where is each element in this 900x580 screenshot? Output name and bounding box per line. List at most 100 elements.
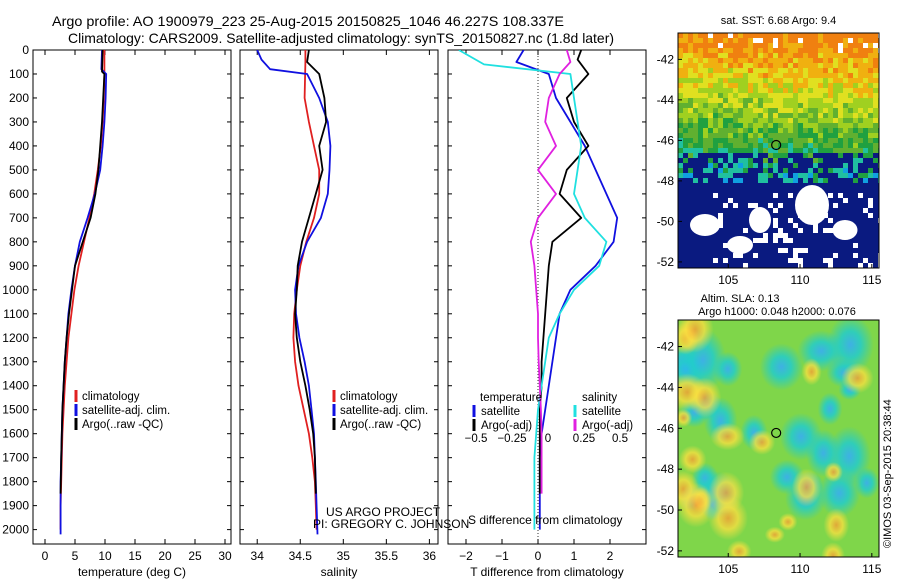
sst-cell bbox=[823, 93, 829, 99]
sst-cell bbox=[718, 243, 724, 249]
sst-cell bbox=[738, 118, 744, 124]
sst-cell bbox=[803, 83, 809, 89]
sst-cell bbox=[683, 73, 689, 79]
map-x-tick-label: 110 bbox=[790, 562, 809, 576]
sst-cell bbox=[713, 193, 719, 199]
sst-cell bbox=[733, 163, 739, 169]
sst-cell bbox=[873, 233, 879, 239]
sst-cell bbox=[773, 158, 779, 164]
y-tick-label: 2000 bbox=[2, 523, 29, 537]
sst-cell bbox=[803, 48, 809, 54]
sst-cell bbox=[833, 188, 839, 194]
sst-cell bbox=[768, 153, 774, 159]
sst-cell bbox=[868, 158, 874, 164]
sst-cell bbox=[848, 88, 854, 94]
sst-cell bbox=[803, 228, 809, 234]
sst-cell bbox=[783, 193, 789, 199]
y-tick-label: 800 bbox=[9, 235, 29, 249]
sla-high bbox=[764, 526, 785, 543]
sst-cell bbox=[873, 43, 879, 49]
sst-cell bbox=[873, 173, 879, 179]
sst-cell bbox=[723, 53, 729, 59]
sst-cell bbox=[748, 48, 754, 54]
sst-cell bbox=[713, 158, 719, 164]
sst-cell bbox=[743, 228, 749, 234]
sst-cell bbox=[713, 73, 719, 79]
sst-cell bbox=[863, 53, 869, 59]
sst-cell bbox=[738, 183, 744, 189]
sst-cell bbox=[843, 143, 849, 149]
sst-cell bbox=[788, 138, 794, 144]
sst-cell bbox=[843, 93, 849, 99]
sst-cell bbox=[848, 33, 854, 39]
sst-cell bbox=[833, 163, 839, 169]
sla-high bbox=[687, 377, 722, 418]
sst-cell bbox=[748, 193, 754, 199]
sst-cell bbox=[793, 153, 799, 159]
sst-cell bbox=[853, 238, 859, 244]
sst-cell bbox=[803, 53, 809, 59]
sst-cell bbox=[828, 148, 834, 154]
sst-cell bbox=[698, 48, 704, 54]
sst-cell bbox=[833, 178, 839, 184]
sst-cell bbox=[688, 138, 694, 144]
sst-cell bbox=[703, 88, 709, 94]
sst-cell bbox=[728, 213, 734, 219]
sst-cell bbox=[838, 93, 844, 99]
sst-cell bbox=[838, 148, 844, 154]
sst-cell bbox=[693, 73, 699, 79]
sst-cell bbox=[793, 208, 799, 214]
sst-cell bbox=[803, 133, 809, 139]
sst-cell bbox=[858, 98, 864, 104]
map-x-tick-label: 110 bbox=[790, 273, 809, 287]
sst-cell bbox=[838, 103, 844, 109]
sst-cell bbox=[768, 243, 774, 249]
sst-cell bbox=[868, 88, 874, 94]
sst-cell bbox=[863, 58, 869, 64]
sst-cell bbox=[753, 68, 759, 74]
sst-cell bbox=[843, 68, 849, 74]
sst-cell bbox=[793, 148, 799, 154]
sst-cell bbox=[808, 93, 814, 99]
sst-cell bbox=[763, 193, 769, 199]
map-y-tick-label: -42 bbox=[657, 52, 675, 66]
sst-cell bbox=[728, 63, 734, 69]
x-tick-label: 36 bbox=[423, 549, 437, 563]
sst-cell bbox=[743, 103, 749, 109]
sst-cell bbox=[863, 218, 869, 224]
sst-cell bbox=[843, 203, 849, 209]
sst-cell bbox=[778, 223, 784, 229]
sst-cell bbox=[783, 58, 789, 64]
sst-cell bbox=[683, 218, 689, 224]
sst-cell bbox=[868, 238, 874, 244]
sst-cell bbox=[858, 38, 864, 44]
y-tick-label: 1000 bbox=[2, 283, 29, 297]
sst-cell bbox=[738, 128, 744, 134]
sst-cell bbox=[718, 218, 724, 224]
sst-cell bbox=[873, 188, 879, 194]
sst-cell bbox=[873, 238, 879, 244]
sst-cell bbox=[688, 128, 694, 134]
sst-cell bbox=[713, 48, 719, 54]
sst-cell bbox=[823, 53, 829, 59]
sst-cell bbox=[803, 143, 809, 149]
sst-cell bbox=[853, 248, 859, 254]
sst-cell bbox=[778, 103, 784, 109]
sst-cell bbox=[783, 68, 789, 74]
sla-high bbox=[821, 542, 845, 557]
sst-cell bbox=[858, 58, 864, 64]
sst-cell bbox=[763, 68, 769, 74]
sst-cell bbox=[763, 233, 769, 239]
sst-cell bbox=[688, 243, 694, 249]
sst-cell bbox=[708, 128, 714, 134]
sst-cell bbox=[738, 198, 744, 204]
sst-cell bbox=[783, 223, 789, 229]
sst-cell bbox=[728, 203, 734, 209]
sst-cell bbox=[828, 158, 834, 164]
sst-cell bbox=[703, 98, 709, 104]
sst-cell bbox=[708, 233, 714, 239]
sst-cell bbox=[713, 138, 719, 144]
sst-cell bbox=[863, 148, 869, 154]
sst-cell bbox=[748, 78, 754, 84]
